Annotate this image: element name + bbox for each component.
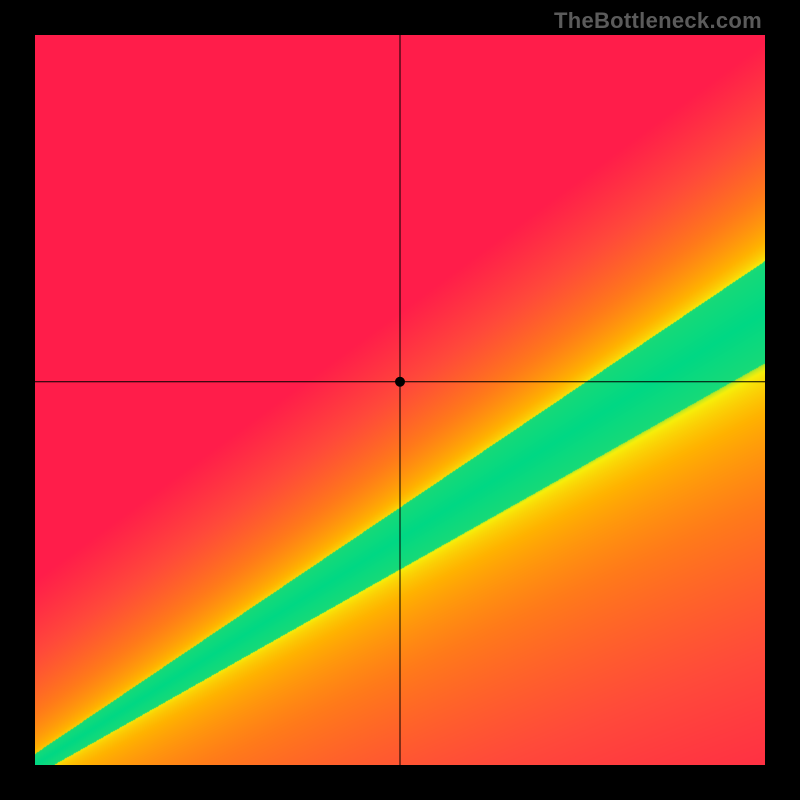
watermark-text: TheBottleneck.com bbox=[554, 8, 762, 34]
bottleneck-heatmap bbox=[35, 35, 765, 765]
heatmap-canvas bbox=[35, 35, 765, 765]
